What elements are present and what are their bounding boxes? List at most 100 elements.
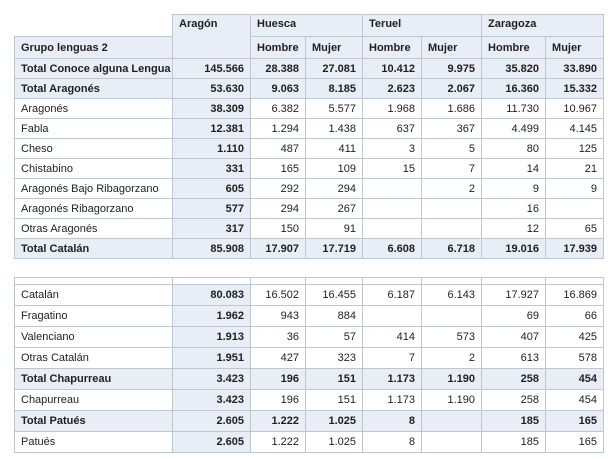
value-cell: 9 (545, 178, 605, 199)
value-cell: 2.605 (172, 431, 251, 453)
value-cell: 80 (481, 138, 547, 159)
column-group-header: Huesca (249, 14, 364, 37)
value-cell: 1.110 (172, 138, 251, 159)
sub-header-mujer: Mujer (421, 36, 483, 59)
value-cell: 6.187 (362, 284, 422, 306)
value-cell: 165 (250, 158, 306, 179)
table-row: Catalán 80.083 16.502 16.455 6.187 6.143 17.92… (14, 284, 604, 306)
table-row: Otras Catalán 1.951 427 323 7 2 613 578 (14, 347, 604, 369)
table-row: Aragonés 38.309 6.382 5.577 1.968 1.686 11.730… (14, 98, 605, 119)
value-cell: 1.190 (421, 389, 482, 411)
value-cell: 85.908 (172, 238, 251, 259)
value-cell: 165 (545, 410, 604, 432)
value-cell: 10.967 (545, 98, 605, 119)
value-cell: 16.502 (250, 284, 306, 306)
column-group-header: Teruel (362, 14, 483, 37)
value-cell: 1.962 (172, 305, 251, 327)
value-cell: 11.730 (481, 98, 547, 119)
value-cell: 454 (545, 368, 604, 390)
value-cell: 6.143 (421, 284, 482, 306)
row-label: Otras Aragonés (14, 218, 173, 239)
empty-cell (172, 277, 251, 285)
value-cell: 1.686 (421, 98, 483, 119)
corner-empty-cell (15, 15, 173, 37)
value-cell: 414 (362, 326, 422, 348)
value-cell (362, 198, 423, 219)
row-label: Aragonés (14, 98, 173, 119)
value-cell (421, 218, 483, 239)
row-label: Total Chapurreau (14, 368, 173, 390)
value-cell: 3 (362, 138, 423, 159)
value-cell: 17.907 (250, 238, 306, 259)
value-cell: 1.222 (250, 410, 306, 432)
value-cell: 3.423 (172, 389, 251, 411)
value-cell: 4.145 (545, 118, 605, 139)
value-cell: 1.190 (421, 368, 482, 390)
value-cell: 91 (304, 218, 364, 239)
empty-cell (362, 277, 422, 285)
table-row: Total Catalán 85.908 17.907 17.719 6.608 6.71… (14, 238, 605, 259)
value-cell: 1.294 (250, 118, 306, 139)
value-cell: 367 (421, 118, 483, 139)
row-label: Total Aragonés (14, 78, 173, 99)
value-cell (421, 305, 482, 327)
value-cell: 578 (545, 347, 604, 369)
value-cell: 66 (545, 305, 604, 327)
value-cell: 1.025 (305, 410, 363, 432)
value-cell: 573 (421, 326, 482, 348)
pivot-table-languages-bottom: Catalán 80.083 16.502 16.455 6.187 6.143 17.92… (14, 277, 604, 453)
value-cell: 185 (481, 431, 546, 453)
value-cell: 3.423 (172, 368, 251, 390)
value-cell: 8 (362, 410, 422, 432)
value-cell: 2.623 (362, 78, 423, 99)
value-cell: 6.608 (362, 238, 423, 259)
sub-header-hombre: Hombre (250, 36, 306, 59)
table-row: Total Aragonés 53.630 9.063 8.185 2.623 2.067… (14, 78, 605, 99)
value-cell: 53.630 (172, 78, 251, 99)
value-cell: 17.719 (304, 238, 364, 259)
empty-cell (545, 277, 604, 285)
empty-cell (250, 277, 306, 285)
value-cell: 109 (304, 158, 364, 179)
value-cell: 28.388 (250, 58, 306, 79)
value-cell: 16 (481, 198, 547, 219)
value-cell: 294 (250, 198, 306, 219)
value-cell: 196 (250, 389, 306, 411)
column-group-header: Aragón (172, 14, 251, 59)
table-row: Patués 2.605 1.222 1.025 8 185 165 (14, 431, 604, 453)
value-cell: 16.455 (305, 284, 363, 306)
value-cell: 21 (545, 158, 605, 179)
value-cell (545, 198, 605, 219)
table-row: Aragonés Bajo Ribagorzano 605 292 294 2 9 9 (14, 178, 605, 199)
value-cell: 2.067 (421, 78, 483, 99)
value-cell: 5 (421, 138, 483, 159)
sub-header-mujer: Mujer (304, 36, 364, 59)
table-row: Fabla 12.381 1.294 1.438 637 367 4.499 4.145 (14, 118, 605, 139)
value-cell: 5.577 (304, 98, 364, 119)
table-row: Valenciano 1.913 36 57 414 573 407 425 (14, 326, 604, 348)
value-cell: 185 (481, 410, 546, 432)
value-cell: 331 (172, 158, 251, 179)
value-cell (421, 198, 483, 219)
value-cell: 267 (304, 198, 364, 219)
value-cell: 15 (362, 158, 423, 179)
value-cell: 36 (250, 326, 306, 348)
row-label: Valenciano (14, 326, 173, 348)
value-cell: 125 (545, 138, 605, 159)
value-cell: 15.332 (545, 78, 605, 99)
row-label: Total Patués (14, 410, 173, 432)
value-cell: 1.968 (362, 98, 423, 119)
table-row: Total Chapurreau 3.423 196 151 1.173 1.190 258… (14, 368, 604, 390)
value-cell: 8.185 (304, 78, 364, 99)
value-cell: 427 (250, 347, 306, 369)
value-cell: 14 (481, 158, 547, 179)
row-label: Aragonés Bajo Ribagorzano (14, 178, 173, 199)
value-cell: 407 (481, 326, 546, 348)
empty-cell (421, 277, 482, 285)
row-label: Chapurreau (14, 389, 173, 411)
row-label-header: Grupo lenguas 2 (14, 36, 173, 59)
table-row: Chistabino 331 165 109 15 7 14 21 (14, 158, 605, 179)
value-cell: 1.173 (362, 389, 422, 411)
table-row: Otras Aragonés 317 150 91 12 65 (14, 218, 605, 239)
value-cell: 317 (172, 218, 251, 239)
